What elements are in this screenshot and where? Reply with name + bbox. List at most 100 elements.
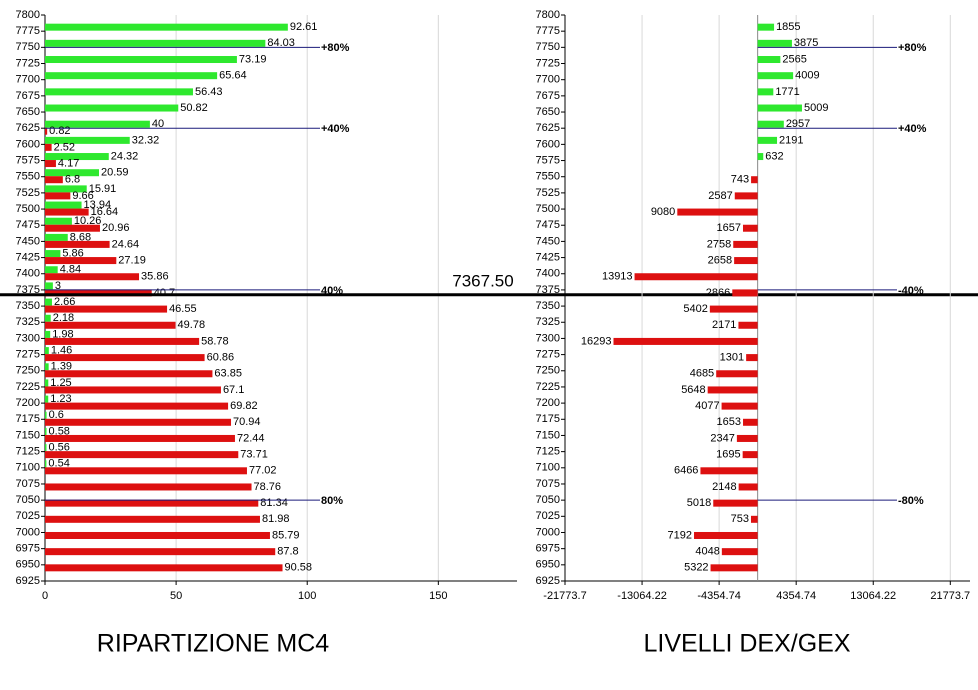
- y-tick-label: 7350: [16, 300, 40, 312]
- y-tick-label: 7400: [536, 268, 560, 280]
- y-tick-label: 7200: [536, 397, 560, 409]
- x-tick-label: 50: [170, 590, 182, 602]
- y-tick-label: 7300: [16, 332, 40, 344]
- bar: [45, 56, 237, 64]
- value-label: 58.78: [201, 335, 229, 347]
- y-tick-label: 7225: [16, 381, 40, 393]
- bar: [742, 224, 758, 232]
- y-tick-label: 7700: [16, 74, 40, 86]
- bar: [45, 120, 150, 128]
- bar: [45, 411, 47, 419]
- value-label: 67.1: [223, 384, 244, 396]
- y-tick-label: 7525: [536, 187, 560, 199]
- value-label: 0.56: [48, 442, 69, 454]
- bar: [738, 321, 758, 329]
- value-label: 6466: [674, 465, 698, 477]
- value-label: 1.25: [50, 377, 71, 389]
- bar: [45, 127, 48, 135]
- bar: [45, 354, 205, 362]
- bar: [734, 257, 758, 265]
- value-label: 753: [731, 513, 749, 525]
- value-label: 1855: [776, 21, 800, 33]
- value-label: 20.96: [102, 222, 130, 234]
- bar: [45, 347, 49, 355]
- y-tick-label: 7550: [536, 171, 560, 183]
- y-tick-label: 7075: [536, 478, 560, 490]
- y-tick-label: 7225: [536, 381, 560, 393]
- value-label: 24.64: [112, 238, 140, 250]
- value-label: 0.58: [49, 425, 70, 437]
- bar: [45, 337, 200, 345]
- y-tick-label: 7600: [16, 138, 40, 150]
- bar: [45, 153, 109, 161]
- chart-title: LIVELLI DEX/GEX: [643, 630, 850, 658]
- y-tick-label: 7775: [536, 25, 560, 37]
- x-tick-label: 100: [298, 590, 316, 602]
- value-label: 5322: [684, 562, 708, 574]
- y-tick-label: 7750: [16, 41, 40, 53]
- annotation-label: -40%: [898, 285, 924, 297]
- bar: [45, 250, 61, 258]
- value-label: 50.82: [180, 102, 208, 114]
- y-tick-label: 6950: [16, 559, 40, 571]
- y-tick-label: 7475: [16, 219, 40, 231]
- bar: [45, 208, 89, 216]
- chart-title: RIPARTIZIONE MC4: [97, 630, 330, 658]
- y-tick-label: 7625: [16, 122, 40, 134]
- value-label: 3: [55, 280, 61, 292]
- y-tick-label: 6925: [16, 575, 40, 587]
- value-label: 92.61: [290, 21, 318, 33]
- y-tick-label: 7000: [536, 526, 560, 538]
- bar: [736, 434, 758, 442]
- value-label: 63.85: [214, 368, 242, 380]
- annotation-label: 80%: [321, 495, 343, 507]
- y-tick-label: 7150: [536, 429, 560, 441]
- bar: [757, 153, 764, 161]
- y-tick-label: 7450: [16, 235, 40, 247]
- value-label: 1.39: [51, 361, 72, 373]
- bar: [45, 289, 152, 297]
- value-label: 56.43: [195, 86, 223, 98]
- value-label: 0.54: [48, 458, 69, 470]
- reference-label: 7367.50: [452, 271, 513, 290]
- value-label: 1653: [717, 416, 741, 428]
- value-label: 35.86: [141, 271, 169, 283]
- y-tick-label: 7725: [536, 57, 560, 69]
- x-tick-label: 13064.22: [850, 590, 896, 602]
- bar: [45, 402, 229, 410]
- bar: [709, 305, 758, 313]
- value-label: 49.78: [178, 319, 206, 331]
- bar: [45, 363, 49, 371]
- y-tick-label: 7550: [16, 171, 40, 183]
- value-label: 73.71: [240, 449, 268, 461]
- y-tick-label: 6950: [536, 559, 560, 571]
- y-tick-label: 7125: [16, 446, 40, 458]
- bar: [694, 531, 758, 539]
- value-label: 77.02: [249, 465, 277, 477]
- bar: [742, 451, 758, 459]
- y-tick-label: 7450: [536, 235, 560, 247]
- y-tick-label: 7425: [16, 251, 40, 263]
- bar: [45, 386, 221, 394]
- value-label: 27.19: [118, 254, 146, 266]
- y-tick-label: 7750: [536, 41, 560, 53]
- bar: [45, 88, 193, 96]
- y-tick-label: 7300: [536, 332, 560, 344]
- y-tick-label: 7175: [536, 413, 560, 425]
- bar: [757, 23, 775, 31]
- bar: [45, 217, 72, 225]
- value-label: 9.66: [72, 190, 93, 202]
- bar: [45, 136, 130, 144]
- value-label: 1.23: [50, 393, 71, 405]
- value-label: 10.26: [74, 215, 102, 227]
- value-label: 81.98: [262, 513, 290, 525]
- value-label: 5648: [681, 384, 705, 396]
- y-tick-label: 7475: [536, 219, 560, 231]
- bar: [746, 354, 758, 362]
- y-tick-label: 7275: [16, 349, 40, 361]
- bar: [45, 321, 176, 329]
- bar: [45, 499, 259, 507]
- y-tick-label: 7425: [536, 251, 560, 263]
- y-tick-label: 7275: [536, 349, 560, 361]
